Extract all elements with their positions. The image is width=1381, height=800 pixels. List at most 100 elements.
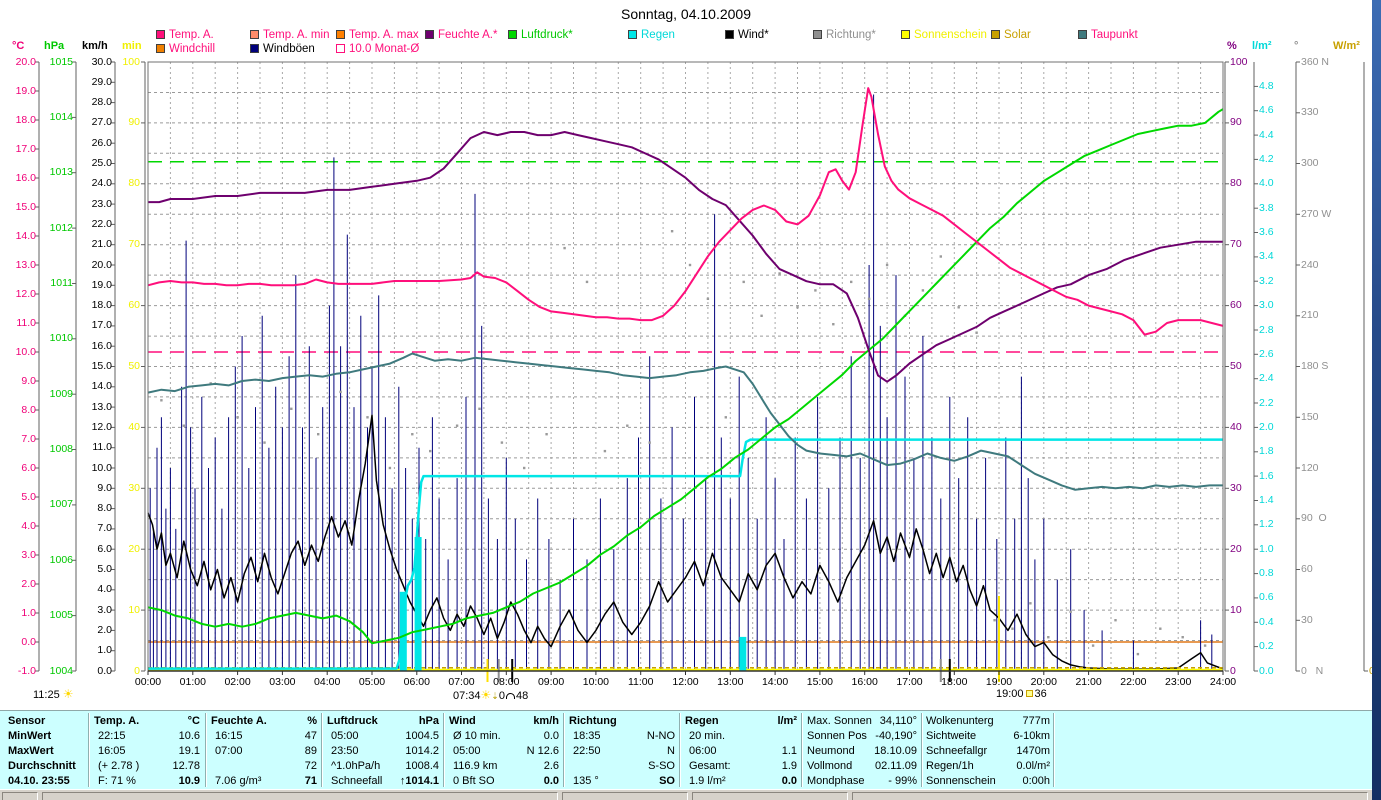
table-cell-value: S-SO bbox=[648, 760, 675, 772]
table-cell-label: 135 ° bbox=[573, 775, 599, 787]
axis-tick-label-deg: 180 S bbox=[1301, 360, 1329, 372]
x-tick-label: 13:00 bbox=[717, 676, 744, 688]
info-cell-value: 02.11.09 bbox=[874, 760, 917, 772]
table-col-header: Richtung bbox=[569, 715, 617, 727]
series-regen-20min bbox=[399, 591, 407, 671]
x-tick-label: 21:00 bbox=[1075, 676, 1102, 688]
series-richtung bbox=[317, 433, 320, 436]
table-cell-value: N-NO bbox=[646, 730, 675, 742]
axis-tick-label-kmh: 7.0 bbox=[97, 522, 112, 535]
series-richtung bbox=[523, 466, 526, 470]
table-row-label: Sensor bbox=[8, 715, 46, 727]
series-richtung bbox=[1091, 644, 1095, 647]
series-wind bbox=[147, 414, 1224, 670]
legend-swatch bbox=[156, 30, 165, 39]
table-separator bbox=[321, 713, 323, 787]
axis-tick-label-kmh: 4.0 bbox=[97, 583, 112, 596]
table-col-header: Temp. A. bbox=[94, 715, 140, 727]
legend-swatch bbox=[1078, 30, 1087, 39]
legend-swatch bbox=[901, 30, 910, 39]
axis-tick-label-kmh: 14.0 bbox=[91, 380, 112, 393]
series-richtung bbox=[760, 314, 763, 317]
series-temp bbox=[147, 87, 1224, 336]
axis-header-lm2: l/m² bbox=[1252, 40, 1272, 52]
moonset-post: 48 bbox=[515, 690, 529, 702]
axis-header-wm2: W/m² bbox=[1333, 40, 1360, 52]
series-richtung bbox=[388, 466, 392, 470]
axis-tick-label-kmh: 23.0 bbox=[91, 197, 112, 210]
axis-tick-label-kmh: 28.0 bbox=[91, 96, 112, 109]
series-richtung bbox=[585, 280, 589, 284]
axis-tick-label-deg: 120 bbox=[1301, 461, 1319, 474]
x-tick-label: 10:00 bbox=[582, 676, 610, 688]
x-tick-label: 01:00 bbox=[179, 676, 206, 688]
axis-tick-label-hpa: 1004 bbox=[49, 664, 73, 677]
axis-tick-label-tempC: 4.0 bbox=[21, 519, 36, 532]
axis-tick-label-minu: 90 bbox=[128, 116, 140, 129]
series-richtung bbox=[778, 272, 781, 275]
series-richtung bbox=[648, 441, 651, 444]
legend-label: Sonnenschein bbox=[914, 29, 987, 41]
axis-tick-label-pct: 60 bbox=[1230, 299, 1242, 312]
table-cell-label: F: 71 % bbox=[98, 775, 136, 787]
table-col-unit: % bbox=[307, 715, 317, 727]
axis-tick-label-kmh: 17.0 bbox=[91, 319, 112, 332]
moon-icon bbox=[505, 693, 515, 699]
x-tick-label: 06:00 bbox=[403, 676, 430, 688]
axis-tick-label-tempC: 5.0 bbox=[21, 490, 36, 503]
table-cell-value: ↑1014.1 bbox=[399, 775, 439, 787]
axis-tick-label-minu: 100 bbox=[122, 55, 140, 68]
series-richtung bbox=[939, 255, 942, 258]
table-separator bbox=[679, 713, 681, 787]
axis-tick-label-tempC: 9.0 bbox=[21, 374, 36, 387]
sunrise-annotation: 07:34☀⇣0 48 bbox=[453, 688, 528, 702]
axis-header-deg: ° bbox=[1294, 40, 1299, 52]
info-cell-label: Sonnenschein bbox=[926, 775, 996, 787]
table-cell-label: 07:00 bbox=[215, 745, 243, 757]
info-cell-value: 18.10.09 bbox=[874, 745, 917, 757]
axis-tick-label-deg: 270 W bbox=[1301, 207, 1332, 220]
info-cell-value: 1470m bbox=[1016, 745, 1050, 757]
table-cell-label: Gesamt: bbox=[689, 760, 731, 772]
axis-tick-label-lm2: 1.4 bbox=[1259, 494, 1274, 506]
series-richtung bbox=[478, 407, 481, 410]
series-regen bbox=[148, 438, 1223, 670]
series-richtung bbox=[1011, 627, 1014, 630]
axis-tick-label-minu: 50 bbox=[128, 360, 140, 372]
table-separator bbox=[1053, 713, 1055, 787]
legend-label: Regen bbox=[641, 29, 675, 41]
series-richtung bbox=[1136, 652, 1140, 656]
x-tick-label: 17:00 bbox=[896, 676, 923, 688]
axis-tick-label-deg: 150 bbox=[1301, 410, 1319, 423]
axis-tick-label-deg: 0 N bbox=[1301, 664, 1324, 677]
axis-tick-label-kmh: 12.0 bbox=[91, 420, 112, 433]
axis-tick-label-tempC: 8.0 bbox=[21, 403, 36, 416]
table-separator bbox=[88, 713, 90, 787]
table-cell-label: 116.9 km bbox=[453, 760, 498, 772]
table-cell-label: Ø 10 min. bbox=[453, 730, 501, 742]
sensor-data-table: Sensor MinWert MaxWert Durchschnitt 04.10. 2… bbox=[0, 710, 1372, 789]
legend-item: Wind* bbox=[725, 29, 769, 41]
table-cell-label: Schneefall bbox=[331, 775, 383, 787]
table-cell-value: 0.0 bbox=[543, 730, 559, 742]
table-cell-value: 1008.4 bbox=[405, 760, 439, 772]
day-length-value: 11:25 bbox=[33, 689, 60, 701]
axis-tick-label-deg: 90 O bbox=[1301, 512, 1327, 525]
axis-tick-label-wm2: 0 bbox=[1369, 665, 1375, 677]
x-tick-label: 24:00 bbox=[1209, 676, 1237, 688]
table-cell-label: 1.9 l/m² bbox=[689, 775, 726, 787]
legend-item: Richtung* bbox=[813, 29, 876, 41]
x-tick-label: 02:00 bbox=[224, 676, 251, 688]
axis-tick-label-tempC: 11.0 bbox=[16, 316, 36, 329]
status-panel bbox=[42, 792, 558, 800]
axis-tick-label-lm2: 3.4 bbox=[1259, 250, 1274, 263]
sunset-icon bbox=[1025, 690, 1033, 697]
axis-tick-label-kmh: 2.0 bbox=[97, 623, 112, 636]
x-tick-label: 12:00 bbox=[672, 676, 699, 688]
info-cell-value: 0:00h bbox=[1022, 775, 1050, 787]
legend-swatch bbox=[725, 30, 734, 39]
axis-tick-label-lm2: 4.6 bbox=[1259, 104, 1274, 117]
table-cell-value: 10.6 bbox=[178, 730, 200, 742]
axis-tick-label-hpa: 1014 bbox=[49, 110, 73, 123]
